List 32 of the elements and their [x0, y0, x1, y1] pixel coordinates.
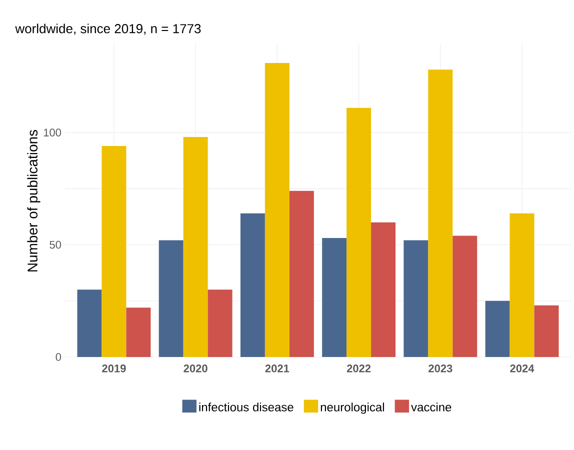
- bar: [183, 137, 208, 357]
- bar: [404, 240, 428, 357]
- x-tick-label: 2020: [184, 364, 208, 372]
- bar: [371, 222, 396, 357]
- bar: [452, 236, 478, 357]
- x-tick-label: 2021: [265, 364, 290, 372]
- bar: [510, 213, 534, 357]
- bar: [240, 213, 265, 357]
- x-tick-label: 2022: [346, 364, 371, 372]
- x-tick-label: 2024: [510, 364, 534, 372]
- bar: [346, 108, 372, 357]
- bar: [322, 238, 347, 357]
- bar: [126, 308, 151, 357]
- bar: [264, 62, 290, 357]
- bar: [158, 240, 184, 357]
- y-tick-label: 100: [44, 128, 62, 136]
- bar: [208, 290, 232, 357]
- x-tick-label: 2019: [102, 364, 126, 372]
- legend-label: vaccine: [411, 402, 452, 412]
- legend-label: infectious disease: [199, 402, 294, 412]
- y-tick-label: 0: [56, 353, 62, 361]
- bar: [534, 305, 559, 357]
- x-tick-label: 2023: [428, 364, 452, 372]
- bar: [102, 146, 126, 357]
- bar: [428, 70, 453, 357]
- y-tick-label: 50: [50, 240, 62, 249]
- bar: [289, 190, 314, 357]
- y-axis-title: Number of publications: [27, 130, 40, 272]
- bar: [77, 290, 102, 357]
- bar: [485, 300, 510, 357]
- chart-title: worldwide, since 2019, n = 1773: [15, 24, 201, 35]
- legend-label: neurological: [320, 402, 384, 414]
